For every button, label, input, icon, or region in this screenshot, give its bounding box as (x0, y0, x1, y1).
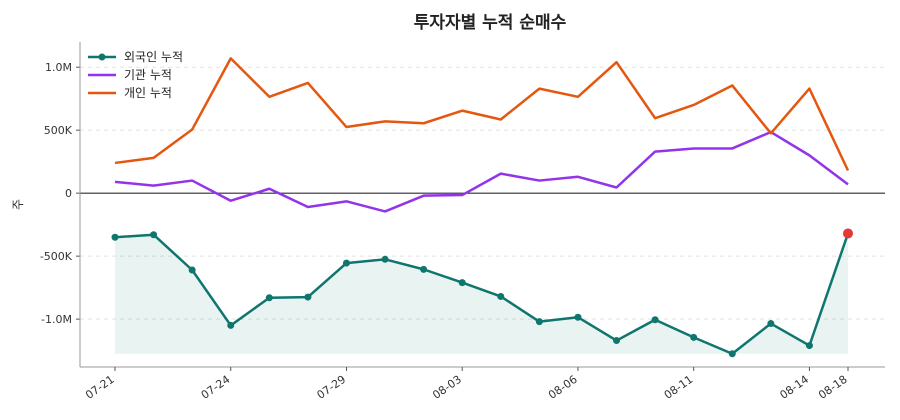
data-point (420, 265, 428, 273)
legend-marker (98, 53, 106, 61)
grid-lines (80, 66, 885, 320)
data-point (342, 259, 350, 267)
data-point (613, 337, 621, 345)
y-tick-label: 1.0M (45, 61, 72, 74)
y-axis-label: 주 (11, 199, 25, 210)
data-point (767, 320, 775, 328)
data-point (458, 279, 466, 287)
data-point (651, 316, 659, 324)
last-point-marker (843, 228, 853, 239)
x-tick-label: 08-03 (430, 373, 464, 402)
data-point (227, 321, 235, 329)
series-layer (111, 57, 853, 358)
data-point (690, 333, 698, 341)
y-tick-label: -1.0M (41, 313, 72, 326)
data-point (535, 318, 543, 326)
data-point (497, 292, 505, 300)
x-tick-label: 07-29 (315, 373, 349, 402)
x-tick-label: 08-14 (777, 373, 811, 402)
series-line (114, 57, 850, 172)
legend-label: 개인 누적 (124, 86, 172, 100)
data-point (188, 266, 196, 274)
data-point (381, 255, 389, 263)
data-point (728, 350, 736, 358)
data-point (304, 293, 312, 301)
legend-label: 기관 누적 (124, 68, 172, 82)
legend-label: 외국인 누적 (124, 50, 183, 64)
x-tick-label: 08-18 (816, 373, 850, 402)
x-tick-label: 07-21 (83, 373, 117, 402)
series-area-fill (115, 233, 848, 354)
chart-title: 투자자별 누적 순매수 (414, 13, 567, 33)
series-line (114, 130, 849, 213)
y-tick-label: -500K (40, 250, 73, 263)
area-fill-layer (115, 233, 848, 354)
x-tick-label: 08-11 (662, 373, 696, 402)
data-point (574, 313, 582, 321)
data-point (265, 294, 273, 302)
data-point (150, 231, 158, 239)
x-tick-label: 07-24 (199, 373, 233, 402)
y-tick-label: 500K (44, 124, 73, 137)
data-point (805, 342, 813, 350)
x-tick-label: 08-06 (546, 373, 580, 402)
data-point (111, 233, 119, 241)
y-tick-label: 0 (65, 187, 72, 200)
series-line (114, 233, 850, 356)
